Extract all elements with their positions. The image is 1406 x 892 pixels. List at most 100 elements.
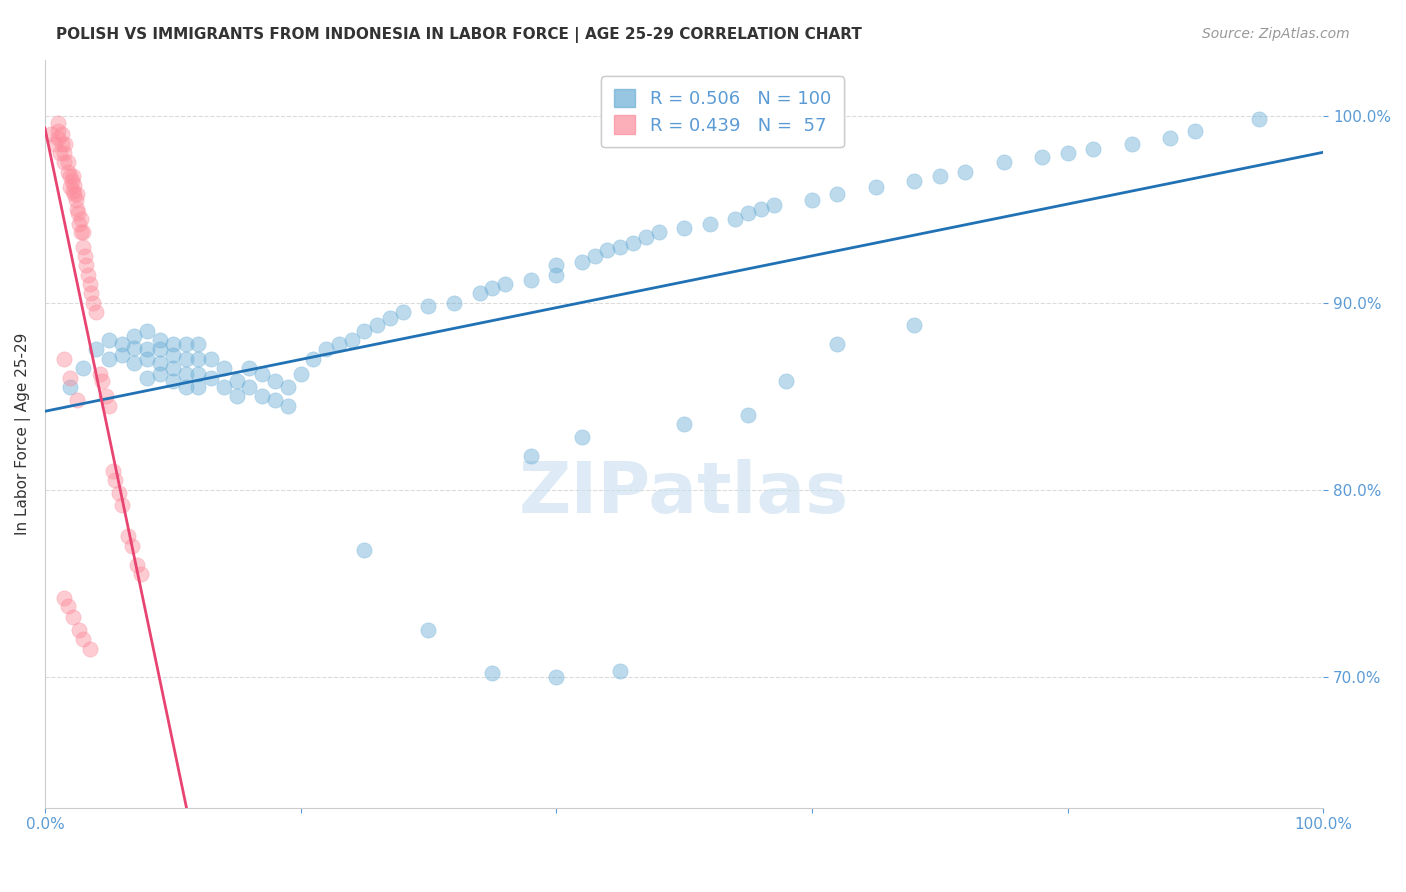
Point <box>136 351 159 366</box>
Point <box>737 408 759 422</box>
Point <box>290 367 312 381</box>
Point <box>1031 150 1053 164</box>
Point <box>124 341 146 355</box>
Point <box>46 131 69 145</box>
Point <box>149 333 172 347</box>
Point <box>993 155 1015 169</box>
Point <box>84 343 107 357</box>
Point <box>775 374 797 388</box>
Point <box>225 389 247 403</box>
Point <box>264 374 287 388</box>
Point <box>762 198 785 212</box>
Point <box>546 670 568 684</box>
Point <box>928 169 950 183</box>
Point <box>56 155 79 169</box>
Point <box>67 623 90 637</box>
Text: POLISH VS IMMIGRANTS FROM INDONESIA IN LABOR FORCE | AGE 25-29 CORRELATION CHART: POLISH VS IMMIGRANTS FROM INDONESIA IN L… <box>56 27 862 43</box>
Point <box>187 351 209 366</box>
Point <box>66 202 89 217</box>
Point <box>800 193 823 207</box>
Point <box>46 116 69 130</box>
Point <box>67 217 90 231</box>
Point <box>39 128 62 142</box>
Point <box>75 258 97 272</box>
Point <box>673 221 696 235</box>
Point <box>66 187 89 202</box>
Point <box>110 348 132 362</box>
Point <box>149 367 172 381</box>
Point <box>51 136 73 151</box>
Point <box>955 165 977 179</box>
Point <box>328 337 350 351</box>
Point <box>67 206 90 220</box>
Point <box>108 486 131 500</box>
Point <box>200 370 222 384</box>
Point <box>69 225 91 239</box>
Point <box>571 254 593 268</box>
Point <box>79 641 101 656</box>
Point <box>53 146 76 161</box>
Point <box>110 498 132 512</box>
Point <box>44 136 66 151</box>
Point <box>65 193 87 207</box>
Point <box>212 380 235 394</box>
Point <box>724 211 747 226</box>
Point <box>225 374 247 388</box>
Point <box>73 249 96 263</box>
Point <box>66 392 89 407</box>
Point <box>238 361 260 376</box>
Point <box>353 324 375 338</box>
Point <box>62 184 84 198</box>
Point <box>1083 142 1105 156</box>
Point <box>187 337 209 351</box>
Point <box>865 179 887 194</box>
Point <box>571 430 593 444</box>
Point <box>97 333 120 347</box>
Point <box>174 367 197 381</box>
Point <box>149 343 172 357</box>
Point <box>1249 112 1271 127</box>
Point <box>149 355 172 369</box>
Y-axis label: In Labor Force | Age 25-29: In Labor Force | Age 25-29 <box>15 333 31 535</box>
Point <box>264 392 287 407</box>
Legend: R = 0.506   N = 100, R = 0.439   N =  57: R = 0.506 N = 100, R = 0.439 N = 57 <box>602 76 844 147</box>
Point <box>80 286 103 301</box>
Point <box>162 374 184 388</box>
Point <box>56 165 79 179</box>
Point <box>53 591 76 606</box>
Point <box>378 310 401 325</box>
Point <box>56 599 79 613</box>
Point <box>162 348 184 362</box>
Point <box>69 211 91 226</box>
Point <box>101 464 124 478</box>
Point <box>277 380 299 394</box>
Point <box>72 632 94 647</box>
Point <box>1056 146 1078 161</box>
Point <box>609 239 631 253</box>
Point <box>418 623 440 637</box>
Point <box>609 664 631 678</box>
Point <box>187 380 209 394</box>
Point <box>481 666 503 681</box>
Text: ZIPatlas: ZIPatlas <box>519 459 849 528</box>
Point <box>468 286 491 301</box>
Point <box>162 337 184 351</box>
Point <box>53 136 76 151</box>
Point <box>97 351 120 366</box>
Point <box>200 351 222 366</box>
Point <box>366 318 388 333</box>
Point <box>77 268 100 282</box>
Point <box>494 277 516 291</box>
Point <box>136 370 159 384</box>
Point <box>647 225 669 239</box>
Point <box>72 225 94 239</box>
Point <box>62 169 84 183</box>
Point <box>827 337 849 351</box>
Point <box>174 337 197 351</box>
Point <box>546 258 568 272</box>
Point <box>59 370 82 384</box>
Point <box>673 417 696 432</box>
Point <box>903 174 925 188</box>
Point <box>124 329 146 343</box>
Point <box>418 300 440 314</box>
